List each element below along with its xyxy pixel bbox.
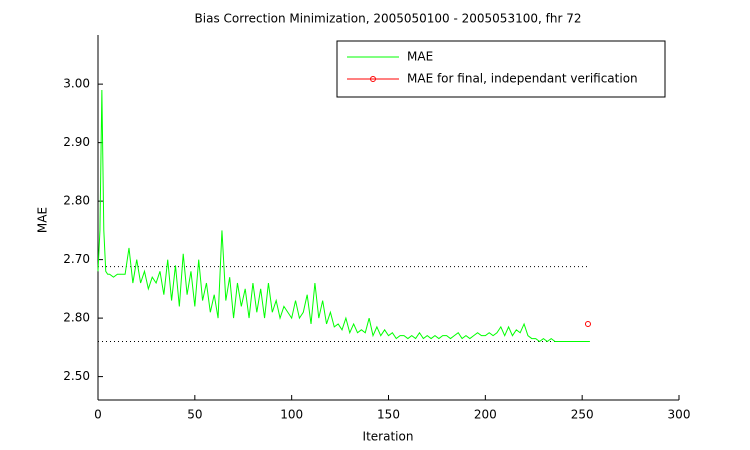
x-tick-label: 0 xyxy=(94,408,102,422)
y-tick-label: 3.00 xyxy=(63,77,90,91)
x-tick-label: 150 xyxy=(377,408,400,422)
y-tick-label: 2.80 xyxy=(63,194,90,208)
x-axis-label: Iteration xyxy=(363,430,414,444)
legend-box xyxy=(336,40,666,98)
x-tick-label: 300 xyxy=(668,408,691,422)
y-tick-label: 2.50 xyxy=(63,369,90,383)
x-tick-label: 250 xyxy=(571,408,594,422)
y-tick-label: 2.70 xyxy=(63,252,90,266)
x-tick-label: 200 xyxy=(474,408,497,422)
y-axis-label: MAE xyxy=(36,207,50,233)
legend-label: MAE xyxy=(407,50,433,64)
y-tick-label: 2.80 xyxy=(63,311,90,325)
y-tick-label: 2.90 xyxy=(63,135,90,149)
legend-label: MAE for final, independant verification xyxy=(407,72,638,86)
data-line xyxy=(97,89,590,343)
x-tick-label: 50 xyxy=(187,408,202,422)
legend-marker xyxy=(370,76,376,82)
x-tick-label: 100 xyxy=(280,408,303,422)
chart-title: Bias Correction Minimization, 2005050100… xyxy=(195,12,582,26)
data-point xyxy=(584,320,591,327)
